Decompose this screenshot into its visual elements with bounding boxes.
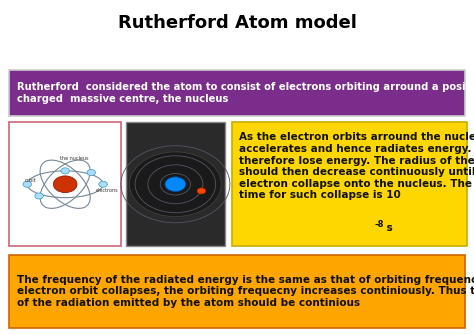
Text: -8: -8 [374,220,384,229]
FancyBboxPatch shape [9,255,465,328]
Text: s: s [383,223,392,233]
FancyBboxPatch shape [126,122,225,246]
FancyBboxPatch shape [9,122,121,246]
Text: the nucleus: the nucleus [60,156,89,161]
Text: orbit: orbit [25,179,36,183]
Text: Rutherford Atom model: Rutherford Atom model [118,14,356,32]
Circle shape [197,188,206,194]
FancyBboxPatch shape [9,70,465,116]
Circle shape [129,152,221,217]
FancyBboxPatch shape [232,122,467,246]
Circle shape [53,176,77,193]
Circle shape [61,168,69,174]
Circle shape [23,181,31,187]
Circle shape [99,181,107,187]
Text: electrons: electrons [96,189,118,193]
Circle shape [165,177,186,192]
Text: Rutherford  considered the atom to consist of electrons orbiting arround a posit: Rutherford considered the atom to consis… [17,82,474,104]
Text: As the electron orbits arround the nucleus, it
accelerates and hence radiates en: As the electron orbits arround the nucle… [239,132,474,200]
Circle shape [35,193,43,199]
Text: The frequency of the radiated energy is the same as that of orbiting frequency, : The frequency of the radiated energy is … [17,275,474,308]
Circle shape [87,170,95,176]
